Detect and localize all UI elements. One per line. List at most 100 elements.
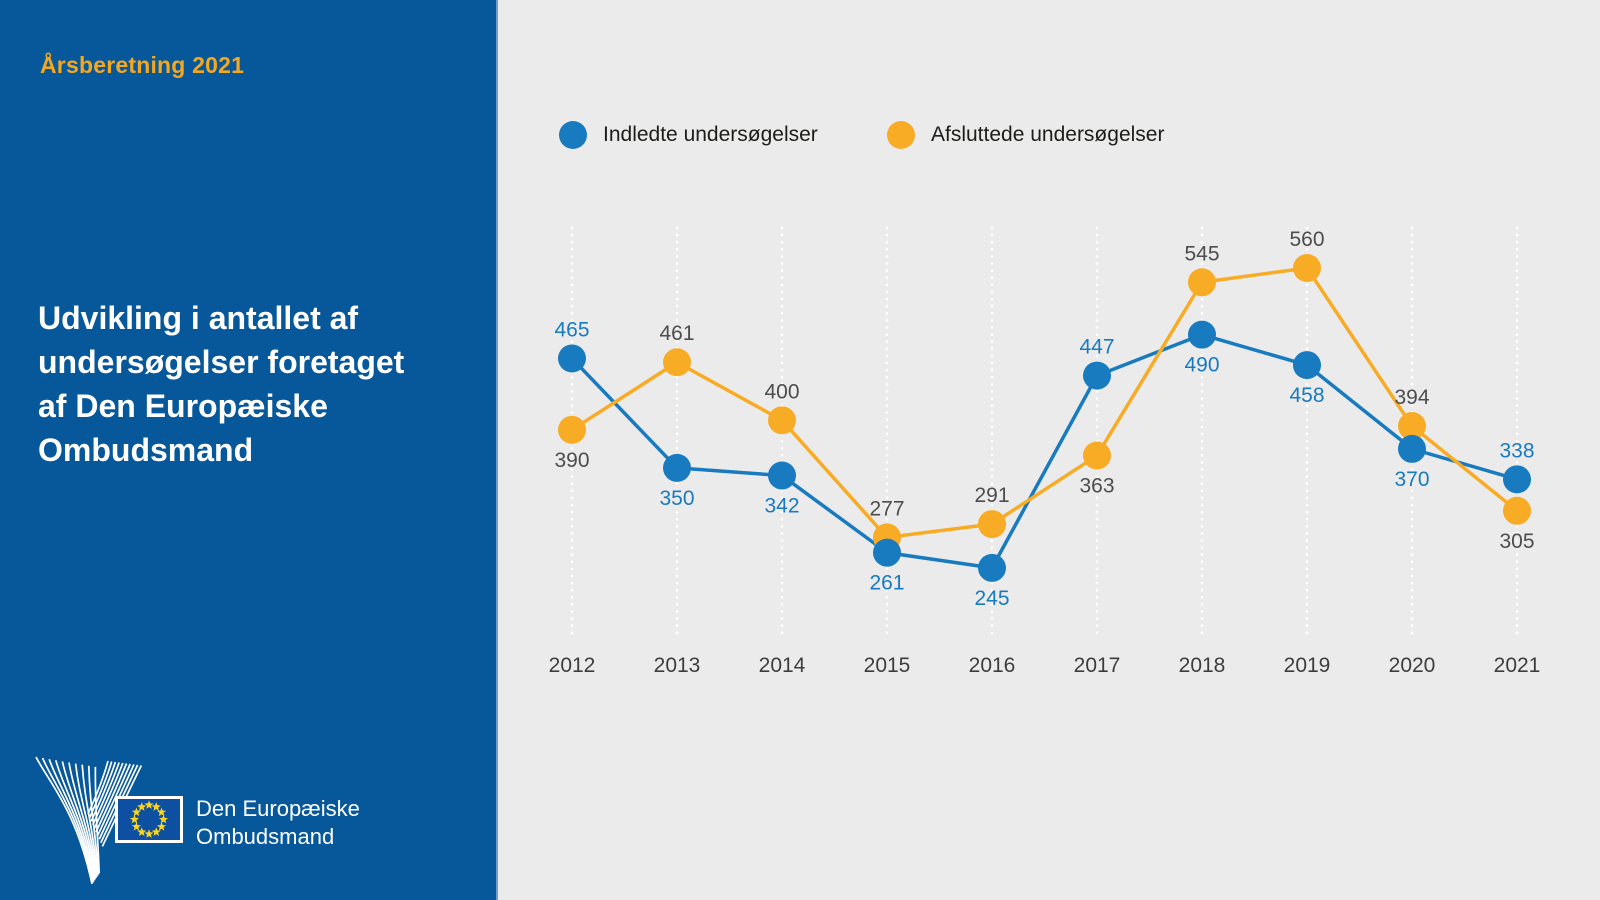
- x-axis-label: 2014: [759, 654, 806, 677]
- x-axis-label: 2020: [1389, 654, 1436, 677]
- value-label: 400: [764, 380, 799, 403]
- swoosh-line: [100, 764, 139, 844]
- value-label: 545: [1184, 242, 1219, 265]
- swoosh-line: [81, 764, 99, 876]
- value-label: 370: [1394, 468, 1429, 491]
- line-chart: 465 390 350 461 342 400 261 277 245 291 447 363 490 5…: [549, 226, 1541, 677]
- value-label: 291: [974, 484, 1009, 507]
- ombudsman-swoosh-icon: [35, 756, 143, 885]
- flag-star-icon: [156, 807, 167, 817]
- flag-star-icon: [137, 802, 147, 811]
- value-label: 338: [1499, 439, 1534, 462]
- data-point-indledte-2015: [873, 538, 901, 567]
- x-axis-label: 2013: [654, 654, 701, 677]
- value-label: 394: [1394, 386, 1429, 409]
- series-line-afsluttede: [570, 266, 1519, 540]
- legend-label: Indledte undersøgelser: [603, 123, 818, 146]
- flag-star-icon: [144, 829, 154, 838]
- value-label: 447: [1079, 336, 1114, 359]
- legend-item-indledte: Indledte undersøgelser: [559, 121, 818, 149]
- data-point-afsluttede-2020: [1398, 412, 1426, 441]
- flag-field: [118, 799, 180, 840]
- value-label: 363: [1079, 475, 1114, 498]
- swoosh-line: [90, 761, 117, 822]
- value-label: 390: [554, 449, 589, 472]
- x-axis-label: 2017: [1074, 654, 1121, 677]
- x-axis-label: 2016: [969, 654, 1016, 677]
- data-point-afsluttede-2014: [768, 406, 796, 435]
- value-label: 277: [869, 497, 904, 520]
- flag-star-icon: [156, 821, 167, 831]
- data-point-indledte-2016: [978, 553, 1006, 582]
- data-point-indledte-2021: [1503, 465, 1531, 494]
- chart-panel: 465 390 350 461 342 400 261 277 245 291 447 363 490 5…: [498, 0, 1600, 900]
- flag-star-icon: [144, 800, 154, 809]
- value-label: 342: [764, 495, 799, 518]
- swoosh-line: [95, 763, 128, 833]
- flag-star-icon: [137, 827, 147, 836]
- swoosh-line: [92, 762, 120, 826]
- swoosh-line: [61, 761, 97, 880]
- legend-label: Afsluttede undersøgelser: [931, 123, 1165, 146]
- x-axis-label: 2015: [864, 654, 911, 677]
- data-point-afsluttede-2021: [1503, 496, 1531, 525]
- value-label: 560: [1289, 228, 1324, 251]
- swoosh-line: [87, 760, 109, 815]
- flag-border: [115, 796, 183, 843]
- data-point-afsluttede-2012: [558, 415, 586, 444]
- flag-star-icon: [131, 821, 142, 831]
- swoosh-line: [94, 766, 101, 874]
- legend-dot-yellow-icon: [887, 121, 915, 149]
- data-point-afsluttede-2019: [1293, 254, 1321, 282]
- data-point-indledte-2020: [1398, 434, 1426, 463]
- data-point-afsluttede-2013: [663, 348, 691, 377]
- value-label: 245: [974, 587, 1009, 610]
- logo-text: Den Europæiske Ombudsmand: [196, 796, 360, 849]
- value-label: 261: [869, 572, 904, 595]
- series-line-indledte: [570, 332, 1519, 570]
- flag-star-icon: [131, 807, 142, 817]
- x-axis-label: 2021: [1494, 654, 1541, 677]
- swoosh-line: [96, 763, 131, 836]
- value-label: 465: [554, 318, 589, 341]
- data-point-indledte-2014: [768, 461, 796, 490]
- eu-flag-icon: [115, 796, 183, 843]
- report-label: Årsberetning 2021: [40, 52, 245, 78]
- swoosh-line: [98, 764, 135, 840]
- flag-star-icon: [151, 827, 161, 836]
- data-point-indledte-2012: [558, 344, 586, 373]
- flag-star-icon: [151, 802, 161, 811]
- x-axis-label: 2018: [1179, 654, 1226, 677]
- data-point-afsluttede-2017: [1083, 441, 1111, 470]
- value-label: 490: [1184, 354, 1219, 377]
- swoosh-line: [48, 758, 95, 882]
- value-label: 458: [1289, 384, 1324, 407]
- swoosh-line: [74, 763, 98, 877]
- flag-star-icon: [158, 814, 169, 824]
- data-point-indledte-2013: [663, 453, 691, 482]
- page-title: Udvikling i antallet af undersøgelser fo…: [38, 300, 405, 468]
- data-point-indledte-2017: [1083, 361, 1111, 390]
- swoosh-line: [88, 761, 113, 818]
- data-point-indledte-2018: [1188, 320, 1216, 349]
- swoosh-line: [41, 757, 94, 883]
- data-point-afsluttede-2016: [978, 510, 1006, 539]
- x-axis-label: 2012: [549, 654, 596, 677]
- flag-star-icon: [129, 814, 140, 824]
- data-point-afsluttede-2018: [1188, 268, 1216, 297]
- swoosh-line: [68, 762, 97, 879]
- x-axis-label: 2019: [1284, 654, 1331, 677]
- value-label: 461: [659, 322, 694, 345]
- value-label: 350: [659, 487, 694, 510]
- swoosh-line: [35, 756, 93, 885]
- chart-legend: Indledte undersøgelser Afsluttede unders…: [498, 0, 1600, 170]
- swoosh-line: [93, 762, 124, 829]
- data-point-indledte-2019: [1293, 351, 1321, 380]
- swoosh-line: [87, 765, 100, 875]
- sidebar: Årsberetning 2021 Udvikling i antallet a…: [0, 0, 498, 900]
- swoosh-line: [101, 765, 143, 847]
- legend-dot-blue-icon: [559, 121, 587, 149]
- legend-item-afsluttede: Afsluttede undersøgelser: [887, 121, 1164, 149]
- swoosh-line: [54, 760, 96, 881]
